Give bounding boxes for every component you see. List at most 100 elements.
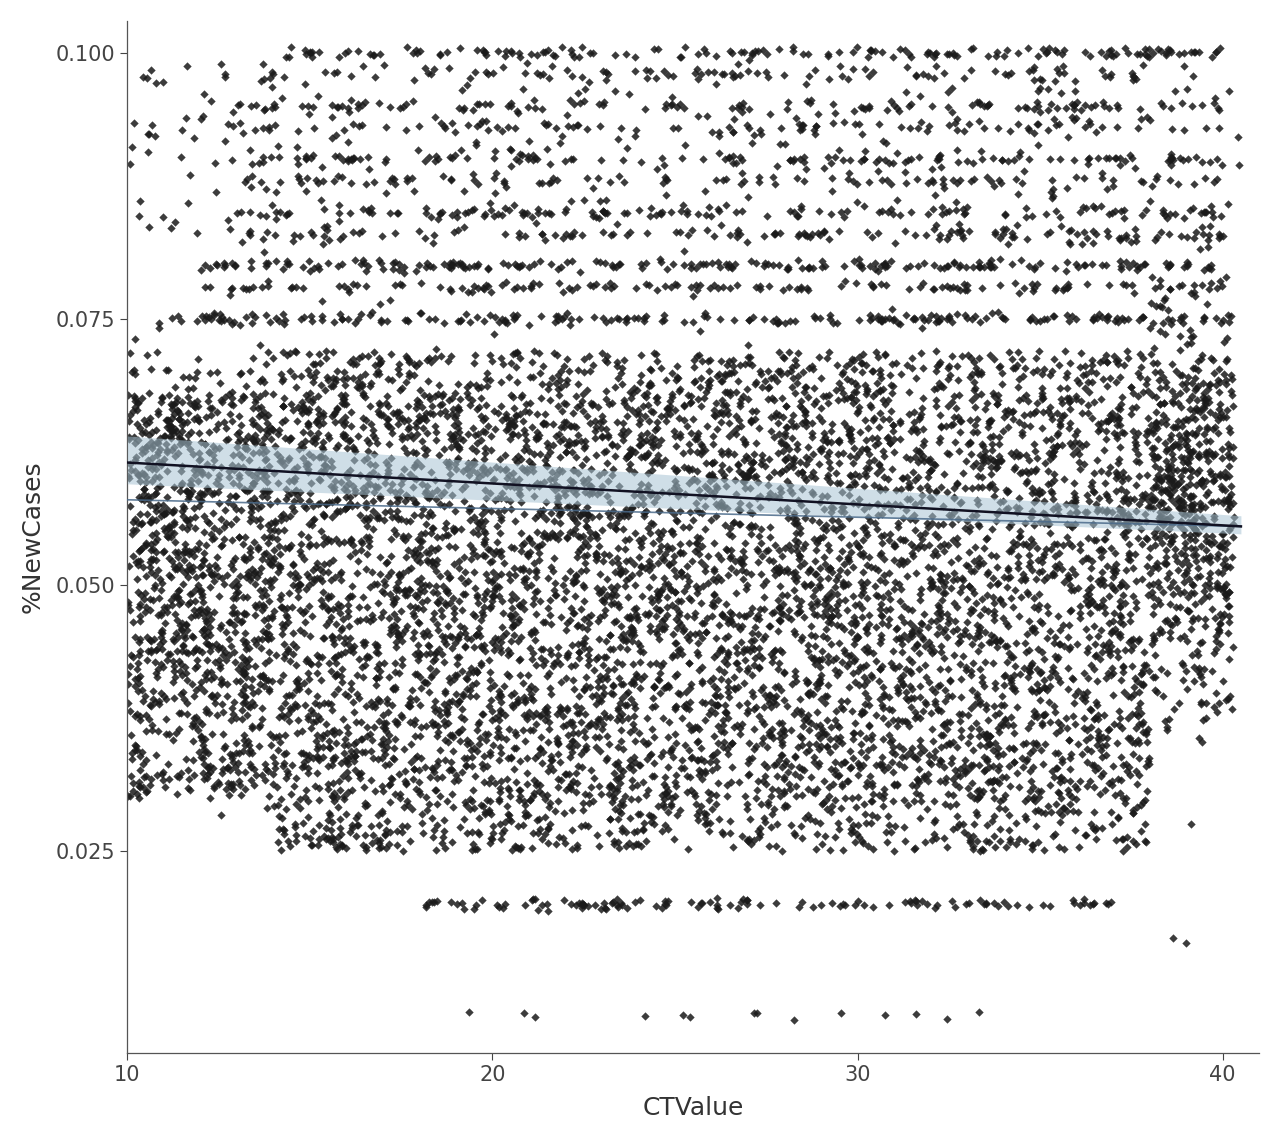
- Point: [145, 533, 165, 551]
- Point: [323, 458, 343, 476]
- Point: [408, 772, 429, 791]
- Point: [837, 370, 858, 388]
- Point: [872, 527, 892, 545]
- Point: [324, 726, 344, 744]
- Point: [911, 308, 932, 326]
- Point: [430, 278, 451, 297]
- Point: [326, 489, 347, 508]
- Point: [777, 502, 797, 520]
- Point: [160, 427, 180, 445]
- Point: [1180, 515, 1201, 533]
- Point: [777, 260, 797, 278]
- Point: [385, 175, 406, 193]
- Point: [618, 834, 639, 852]
- Point: [541, 254, 562, 273]
- Point: [372, 260, 393, 278]
- Point: [338, 99, 358, 118]
- Point: [1157, 663, 1178, 681]
- Point: [771, 120, 791, 138]
- Point: [640, 207, 660, 225]
- Point: [430, 46, 451, 64]
- Point: [175, 615, 196, 633]
- Point: [293, 258, 314, 276]
- Point: [666, 476, 686, 494]
- Point: [438, 583, 458, 601]
- Point: [250, 443, 270, 461]
- Point: [421, 893, 442, 912]
- Point: [288, 122, 308, 140]
- Point: [671, 592, 691, 610]
- Point: [884, 430, 905, 448]
- Point: [1181, 517, 1202, 535]
- Point: [957, 197, 978, 216]
- Point: [872, 257, 892, 275]
- Point: [403, 44, 424, 63]
- Point: [1126, 44, 1147, 63]
- Point: [298, 792, 319, 810]
- Point: [132, 464, 152, 483]
- Point: [620, 440, 640, 459]
- Point: [1208, 228, 1229, 246]
- Point: [969, 253, 989, 272]
- Point: [500, 786, 521, 804]
- Point: [877, 714, 897, 733]
- Point: [297, 664, 317, 682]
- Point: [776, 397, 796, 415]
- Point: [557, 349, 577, 367]
- Point: [785, 662, 805, 680]
- Point: [182, 379, 202, 397]
- Point: [367, 509, 388, 527]
- Point: [236, 377, 256, 395]
- Point: [703, 593, 723, 612]
- Point: [681, 674, 701, 693]
- Point: [829, 374, 850, 393]
- Point: [536, 456, 557, 475]
- Point: [512, 257, 532, 275]
- Point: [1221, 366, 1242, 385]
- Point: [723, 311, 744, 330]
- Point: [648, 555, 668, 573]
- Point: [351, 763, 371, 782]
- Point: [1014, 406, 1034, 424]
- Point: [362, 462, 383, 480]
- Point: [594, 592, 614, 610]
- Point: [662, 364, 682, 382]
- Point: [500, 386, 521, 404]
- Point: [620, 445, 640, 463]
- Point: [803, 357, 823, 375]
- Point: [544, 482, 564, 500]
- Point: [819, 558, 840, 576]
- Point: [909, 809, 929, 827]
- Point: [358, 203, 379, 221]
- Point: [1028, 136, 1048, 154]
- Point: [896, 259, 916, 277]
- Point: [526, 776, 547, 794]
- Point: [1074, 169, 1094, 187]
- Point: [570, 648, 590, 666]
- Point: [306, 555, 326, 573]
- Point: [928, 597, 948, 615]
- Point: [431, 395, 452, 413]
- Point: [230, 430, 251, 448]
- Point: [1175, 461, 1196, 479]
- Point: [585, 686, 605, 704]
- Point: [1117, 310, 1138, 329]
- Point: [449, 313, 470, 331]
- Point: [339, 431, 360, 450]
- Point: [736, 607, 756, 625]
- Point: [172, 641, 192, 659]
- Point: [134, 423, 155, 442]
- Point: [1092, 256, 1112, 274]
- Point: [301, 474, 321, 492]
- Point: [467, 513, 488, 532]
- Point: [626, 605, 646, 623]
- Point: [205, 694, 225, 712]
- Point: [1124, 513, 1144, 532]
- Point: [726, 638, 746, 656]
- Point: [355, 92, 375, 111]
- Point: [1044, 259, 1065, 277]
- Point: [1212, 607, 1233, 625]
- Point: [571, 712, 591, 730]
- Point: [946, 818, 966, 836]
- Point: [421, 666, 442, 685]
